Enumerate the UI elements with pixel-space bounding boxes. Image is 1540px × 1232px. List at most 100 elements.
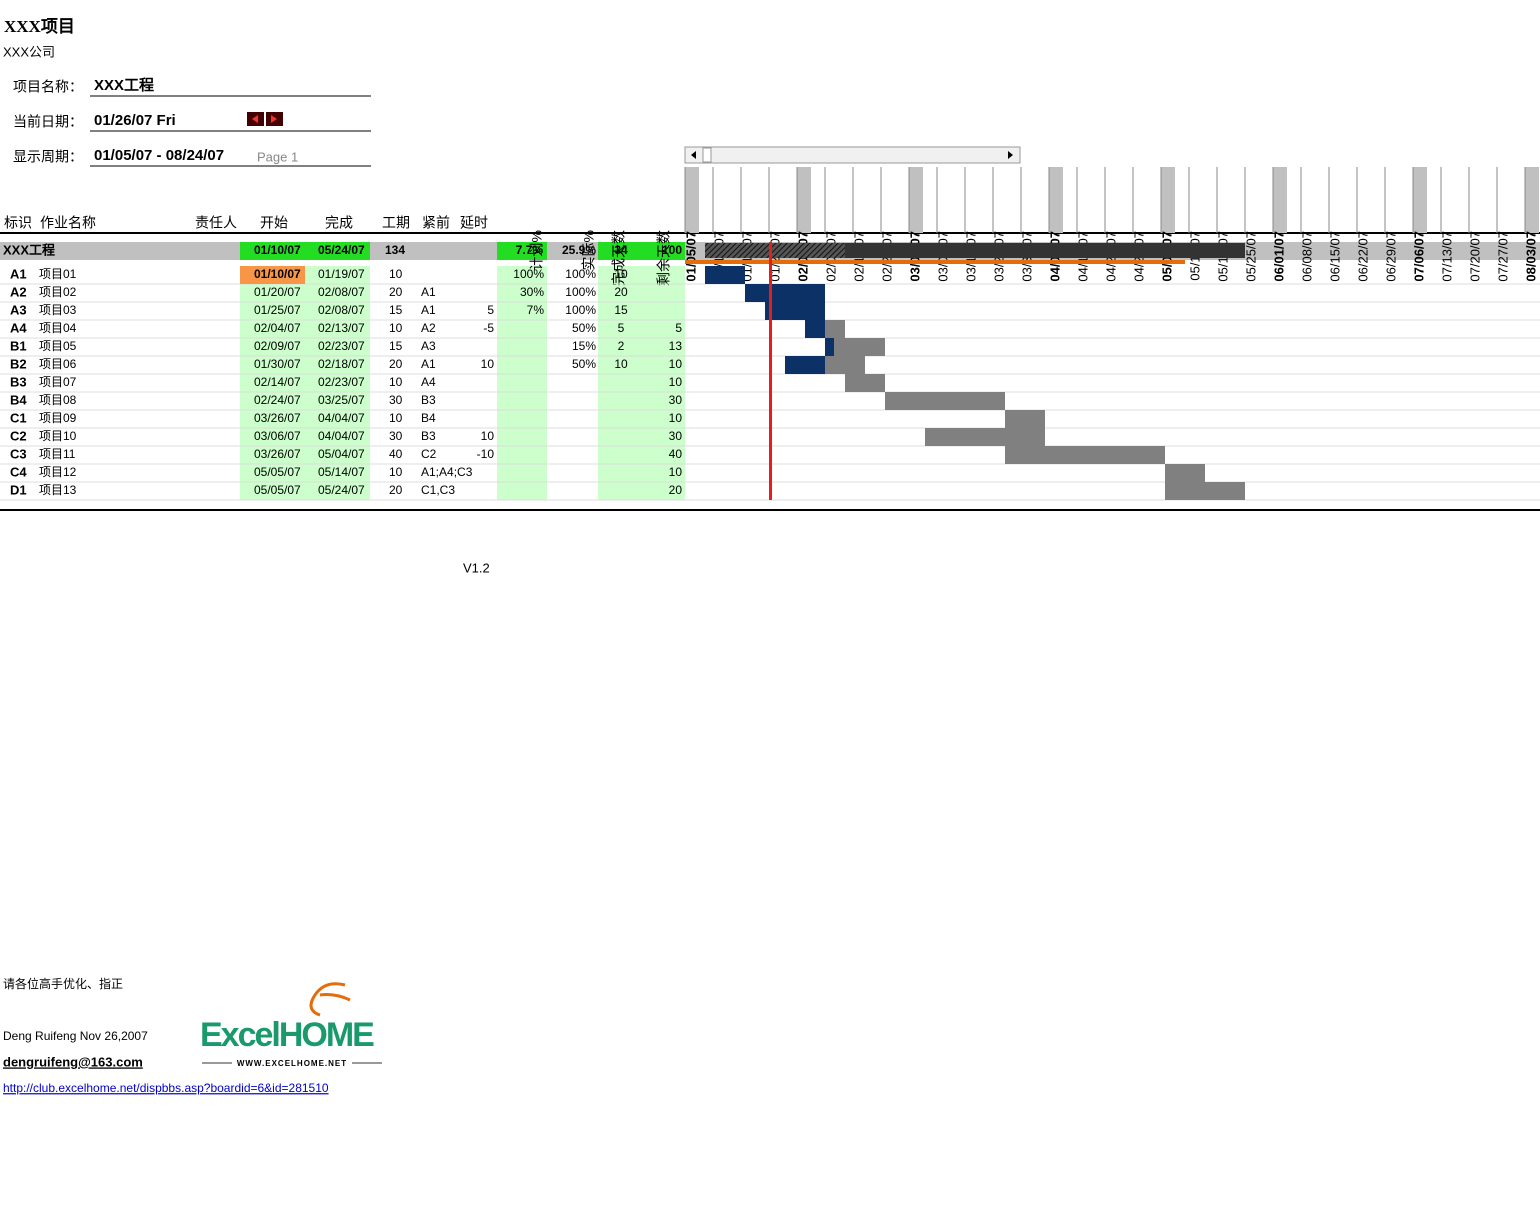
- task-duration: 20: [389, 483, 403, 497]
- task-plan: 30%: [520, 285, 544, 299]
- task-start: 02/09/07: [254, 339, 301, 353]
- task-done: 20: [614, 285, 628, 299]
- task-finish: 04/04/07: [318, 411, 365, 425]
- company: XXX公司: [3, 44, 55, 59]
- gantt-progress: [825, 338, 834, 356]
- task-id: C3: [10, 446, 27, 461]
- week-label: 06/15/07: [1327, 231, 1342, 282]
- nav-buttons[interactable]: [247, 112, 283, 126]
- email: dengruifeng@163.com: [3, 1054, 143, 1069]
- task-start: 05/05/07: [254, 483, 301, 497]
- task-duration: 30: [389, 393, 403, 407]
- gantt-progress: [805, 320, 825, 338]
- week-highlight: [797, 167, 811, 233]
- task-name: 项目03: [39, 303, 77, 317]
- field-value: 01/26/07 Fri: [94, 112, 176, 129]
- week-highlight: [909, 167, 923, 233]
- week-label: 06/08/07: [1299, 231, 1314, 282]
- task-start: 03/06/07: [254, 429, 301, 443]
- task-finish: 02/18/07: [318, 357, 365, 371]
- column-header: 作业名称: [40, 215, 96, 231]
- task-id: B1: [10, 338, 27, 353]
- task-pred: A1: [421, 285, 436, 299]
- week-label: 01/05/07: [683, 231, 698, 282]
- task-duration: 40: [389, 447, 403, 461]
- col-bg: [497, 266, 547, 500]
- task-remaining: 40: [669, 447, 683, 461]
- task-name: 项目13: [39, 483, 77, 497]
- task-duration: 30: [389, 429, 403, 443]
- column-header: 剩余天数: [656, 230, 672, 286]
- week-label: 06/22/07: [1355, 231, 1370, 282]
- task-duration: 15: [389, 339, 403, 353]
- week-label: 05/25/07: [1243, 231, 1258, 282]
- gantt-progress: [785, 356, 825, 374]
- task-name: 项目05: [39, 339, 77, 353]
- task-name: 项目07: [39, 375, 77, 389]
- page-label: Page 1: [257, 149, 298, 164]
- task-pred: B3: [421, 429, 436, 443]
- task-finish: 02/23/07: [318, 339, 365, 353]
- scrollbar[interactable]: [684, 146, 1021, 164]
- gantt-bar: [845, 374, 885, 392]
- task-pred: A1: [421, 303, 436, 317]
- task-delay: 5: [487, 303, 494, 317]
- task-done: 5: [618, 321, 625, 335]
- task-done: 10: [614, 267, 628, 281]
- task-done: 15: [614, 303, 628, 317]
- task-finish: 02/08/07: [318, 285, 365, 299]
- gantt-bar: [1005, 446, 1165, 464]
- field-label: 显示周期：: [13, 149, 83, 165]
- task-name: 项目12: [39, 465, 77, 479]
- summary-done: 34: [614, 243, 628, 257]
- task-start: 03/26/07: [254, 447, 301, 461]
- week-highlight: [1161, 167, 1175, 233]
- task-finish: 02/08/07: [318, 303, 365, 317]
- task-id: A2: [10, 284, 27, 299]
- task-done: 2: [618, 339, 625, 353]
- task-actual: 15%: [572, 339, 596, 353]
- task-start: 02/14/07: [254, 375, 301, 389]
- logo-url: WWW.EXCELHOME.NET: [237, 1059, 347, 1068]
- logo-url-bg: [232, 1057, 352, 1069]
- column-header: 实际%: [581, 230, 597, 270]
- task-start: 01/10/07: [254, 267, 301, 281]
- task-duration: 10: [389, 411, 403, 425]
- task-start: 05/05/07: [254, 465, 301, 479]
- column-header: 工期: [382, 215, 410, 231]
- column-header: 延时: [460, 215, 488, 231]
- column-header: 标识: [4, 215, 32, 231]
- field-label: 当前日期：: [13, 114, 83, 130]
- task-pred: A1: [421, 357, 436, 371]
- logo-swoosh: [309, 982, 351, 1017]
- week-label: 07/20/07: [1467, 231, 1482, 282]
- task-id: A4: [10, 320, 27, 335]
- task-start: 01/20/07: [254, 285, 301, 299]
- task-start: 01/25/07: [254, 303, 301, 317]
- column-header: 完成天数: [611, 230, 627, 286]
- task-pred: A4: [421, 375, 436, 389]
- gantt-bar: [1165, 464, 1205, 482]
- task-name: 项目06: [39, 357, 77, 371]
- link[interactable]: http://club.excelhome.net/dispbbs.asp?bo…: [3, 1081, 329, 1095]
- plan-line: [685, 260, 1185, 264]
- field-value: 01/05/07 - 08/24/07: [94, 147, 224, 164]
- task-plan: 100%: [513, 267, 544, 281]
- week-label: 08/03/07: [1523, 231, 1538, 282]
- col-bg: [598, 266, 685, 500]
- column-header: 完成: [325, 215, 353, 231]
- week-highlight: [1525, 167, 1539, 233]
- logo: ExcelHOME: [200, 1016, 374, 1054]
- week-label: 06/01/07: [1271, 231, 1286, 282]
- task-pred: C1,C3: [421, 483, 455, 497]
- task-pred: A3: [421, 339, 436, 353]
- summary-remaining: 100: [662, 243, 682, 257]
- col-bg: [240, 266, 370, 500]
- task-plan: 7%: [527, 303, 545, 317]
- task-finish: 05/24/07: [318, 483, 365, 497]
- gantt-bar: [825, 338, 885, 356]
- week-label: 07/06/07: [1411, 231, 1426, 282]
- task-duration: 20: [389, 357, 403, 371]
- task-actual: 100%: [565, 267, 596, 281]
